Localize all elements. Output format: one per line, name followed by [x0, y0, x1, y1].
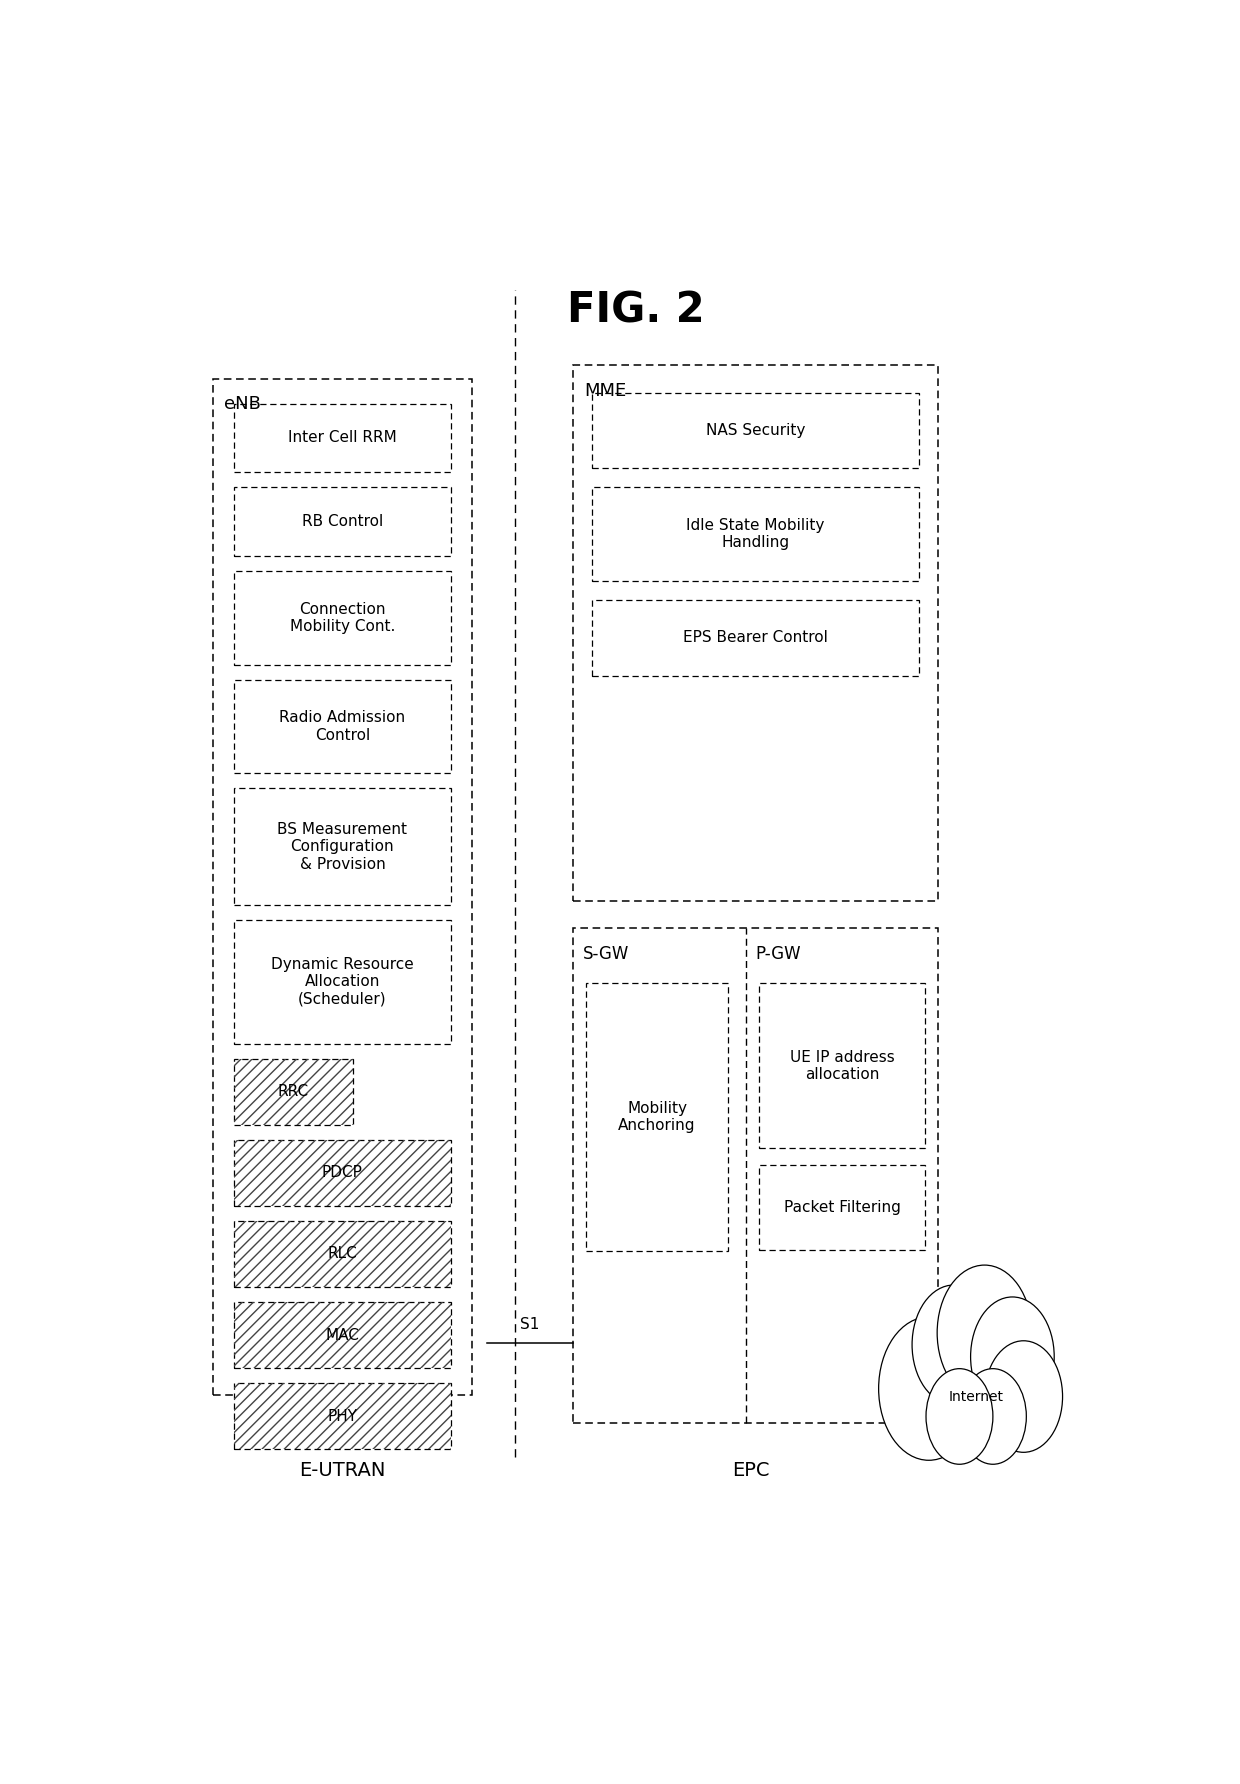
Text: Idle State Mobility
Handling: Idle State Mobility Handling: [687, 517, 825, 549]
Bar: [234, 921, 451, 1044]
Bar: [234, 1220, 451, 1286]
Bar: [234, 487, 451, 557]
Circle shape: [926, 1368, 993, 1465]
Bar: [234, 403, 451, 473]
Text: Radio Admission
Control: Radio Admission Control: [279, 710, 405, 742]
Text: EPC: EPC: [732, 1461, 770, 1481]
Circle shape: [960, 1368, 1027, 1465]
Bar: [234, 571, 451, 665]
Bar: [234, 1302, 451, 1368]
Bar: [593, 392, 919, 467]
Text: PHY: PHY: [327, 1409, 357, 1424]
Bar: [593, 599, 919, 676]
Text: RB Control: RB Control: [301, 514, 383, 530]
Text: UE IP address
allocation: UE IP address allocation: [790, 1049, 894, 1081]
Bar: [593, 487, 919, 582]
Text: PDCP: PDCP: [322, 1165, 363, 1181]
Text: RLC: RLC: [327, 1247, 357, 1261]
Circle shape: [985, 1342, 1063, 1452]
Text: eNB: eNB: [224, 396, 262, 414]
Bar: [234, 1140, 451, 1206]
Text: Connection
Mobility Cont.: Connection Mobility Cont.: [290, 601, 396, 633]
Bar: [234, 1220, 451, 1286]
Bar: [234, 680, 451, 772]
Circle shape: [913, 1284, 996, 1404]
Text: FIG. 2: FIG. 2: [567, 289, 704, 332]
Bar: [234, 789, 451, 904]
Bar: [234, 1060, 353, 1126]
Bar: [213, 378, 472, 1395]
Bar: [234, 1140, 451, 1206]
Text: Inter Cell RRM: Inter Cell RRM: [288, 430, 397, 446]
Text: E-UTRAN: E-UTRAN: [299, 1461, 386, 1481]
Bar: [573, 928, 939, 1424]
Bar: [573, 366, 939, 901]
Bar: [234, 1383, 451, 1449]
Circle shape: [937, 1265, 1032, 1400]
Text: Mobility
Anchoring: Mobility Anchoring: [619, 1101, 696, 1133]
Bar: [234, 1383, 451, 1449]
Text: S1: S1: [521, 1317, 539, 1333]
Text: MME: MME: [584, 382, 626, 400]
Bar: [234, 1060, 353, 1126]
Text: BS Measurement
Configuration
& Provision: BS Measurement Configuration & Provision: [278, 822, 408, 872]
Text: Packet Filtering: Packet Filtering: [784, 1201, 900, 1215]
Text: S-GW: S-GW: [583, 946, 629, 963]
Text: Dynamic Resource
Allocation
(Scheduler): Dynamic Resource Allocation (Scheduler): [272, 956, 414, 1006]
Text: EPS Bearer Control: EPS Bearer Control: [683, 630, 828, 646]
Text: RRC: RRC: [278, 1085, 309, 1099]
Text: Internet: Internet: [949, 1390, 1003, 1404]
Bar: [759, 1165, 925, 1251]
Bar: [587, 983, 728, 1251]
Bar: [234, 1302, 451, 1368]
Bar: [759, 983, 925, 1149]
Text: P-GW: P-GW: [755, 946, 801, 963]
Circle shape: [879, 1317, 978, 1461]
Text: MAC: MAC: [325, 1327, 360, 1343]
Circle shape: [971, 1297, 1054, 1416]
Text: NAS Security: NAS Security: [706, 423, 805, 437]
